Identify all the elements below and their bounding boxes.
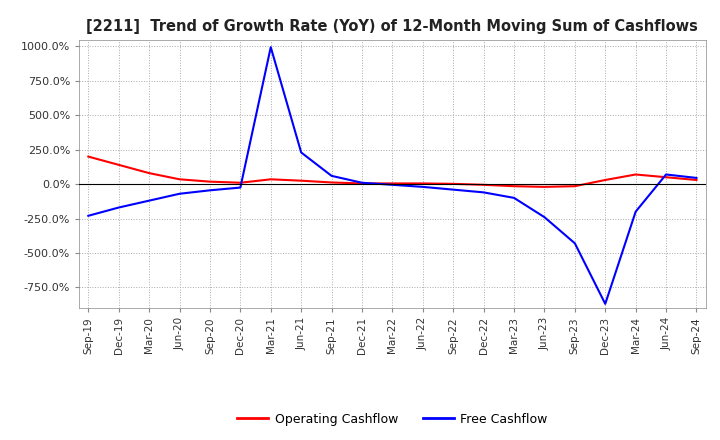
Free Cashflow (480, 190, 488, 195)
Free Cashflow (145, 198, 153, 203)
Operating Cashflow (206, 179, 215, 184)
Free Cashflow (510, 195, 518, 201)
Free Cashflow (358, 180, 366, 185)
Free Cashflow (114, 205, 123, 210)
Free Cashflow (601, 301, 610, 307)
Operating Cashflow (328, 180, 336, 185)
Free Cashflow (297, 150, 305, 155)
Free Cashflow (206, 188, 215, 193)
Operating Cashflow (510, 183, 518, 189)
Free Cashflow (692, 175, 701, 180)
Free Cashflow (175, 191, 184, 196)
Line: Operating Cashflow: Operating Cashflow (89, 157, 696, 187)
Operating Cashflow (84, 154, 93, 159)
Operating Cashflow (145, 170, 153, 176)
Operating Cashflow (449, 181, 457, 187)
Operating Cashflow (236, 180, 245, 185)
Operating Cashflow (601, 177, 610, 183)
Operating Cashflow (114, 162, 123, 168)
Operating Cashflow (692, 177, 701, 183)
Free Cashflow (418, 184, 427, 190)
Free Cashflow (84, 213, 93, 218)
Free Cashflow (662, 172, 670, 177)
Operating Cashflow (662, 175, 670, 180)
Operating Cashflow (358, 181, 366, 186)
Free Cashflow (266, 44, 275, 50)
Line: Free Cashflow: Free Cashflow (89, 47, 696, 304)
Free Cashflow (631, 209, 640, 214)
Operating Cashflow (266, 177, 275, 182)
Operating Cashflow (297, 178, 305, 183)
Operating Cashflow (388, 181, 397, 186)
Title: [2211]  Trend of Growth Rate (YoY) of 12-Month Moving Sum of Cashflows: [2211] Trend of Growth Rate (YoY) of 12-… (86, 19, 698, 34)
Operating Cashflow (631, 172, 640, 177)
Operating Cashflow (540, 184, 549, 190)
Free Cashflow (570, 241, 579, 246)
Free Cashflow (540, 215, 549, 220)
Free Cashflow (328, 173, 336, 179)
Free Cashflow (236, 185, 245, 190)
Operating Cashflow (480, 182, 488, 187)
Legend: Operating Cashflow, Free Cashflow: Operating Cashflow, Free Cashflow (232, 407, 553, 431)
Free Cashflow (388, 182, 397, 187)
Free Cashflow (449, 187, 457, 192)
Operating Cashflow (570, 183, 579, 189)
Operating Cashflow (175, 177, 184, 182)
Operating Cashflow (418, 181, 427, 186)
